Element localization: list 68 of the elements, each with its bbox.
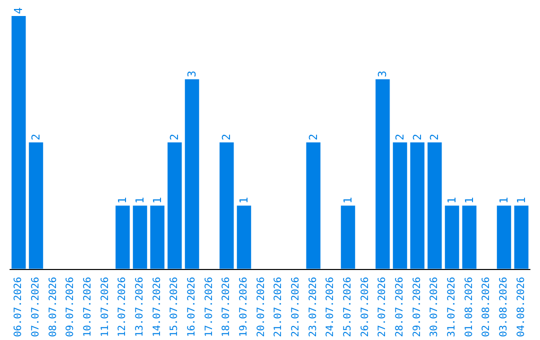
x-tick-label: 01.08.2026 [464, 276, 475, 338]
bar [236, 206, 252, 269]
x-tick-label: 09.07.2026 [65, 276, 76, 338]
x-tick-label: 02.08.2026 [481, 276, 492, 338]
x-tick-label: 04.08.2026 [516, 276, 527, 338]
bar [392, 142, 408, 269]
x-tick-label: 03.08.2026 [498, 276, 510, 338]
bar [462, 206, 476, 269]
bar [340, 206, 356, 269]
x-tick-label: 15.07.2026 [169, 276, 180, 338]
data-label: 1 [462, 196, 476, 204]
bar [132, 206, 148, 269]
data-label: 2 [168, 134, 182, 140]
bar [444, 206, 460, 269]
bar [428, 142, 442, 269]
bar [184, 79, 200, 269]
data-label: 1 [514, 196, 528, 204]
x-tick-label: 13.07.2026 [134, 276, 146, 338]
x-tick-label: 29.07.2026 [412, 276, 423, 338]
x-tick-label: 31.07.2026 [446, 276, 458, 338]
data-label: 1 [238, 196, 250, 204]
bar [168, 142, 182, 269]
bar [28, 142, 44, 269]
x-tick-label: 10.07.2026 [82, 276, 94, 338]
data-label: 1 [342, 196, 354, 204]
data-label: 2 [410, 134, 424, 140]
x-tick-label: 16.07.2026 [186, 276, 198, 338]
data-label: 4 [12, 7, 26, 14]
data-label: 1 [498, 196, 510, 204]
bar [306, 142, 320, 269]
x-tick-label: 19.07.2026 [238, 276, 250, 338]
x-tick-label: 18.07.2026 [221, 276, 232, 338]
data-label: 2 [428, 134, 442, 140]
bar [410, 142, 424, 269]
x-tick-label: 06.07.2026 [13, 276, 24, 338]
x-tick-label: 28.07.2026 [394, 276, 406, 338]
data-label: 1 [150, 196, 164, 204]
x-tick-label: 11.07.2026 [100, 276, 111, 338]
x-tick-label: 12.07.2026 [117, 276, 128, 338]
data-label: 2 [30, 134, 42, 140]
x-tick-label: 08.07.2026 [48, 276, 59, 338]
x-tick-label: 22.07.2026 [290, 276, 302, 338]
bar [116, 206, 130, 269]
x-tick-label: 17.07.2026 [204, 276, 215, 338]
data-label: 3 [186, 70, 198, 78]
bar [514, 206, 528, 269]
x-tick-label: 25.07.2026 [342, 276, 354, 338]
data-label: 3 [376, 70, 390, 78]
bar [220, 142, 234, 269]
x-tick-label: 14.07.2026 [152, 276, 163, 338]
x-tick-label: 07.07.2026 [30, 276, 42, 338]
data-label: 2 [220, 134, 234, 140]
x-tick-label: 30.07.2026 [429, 276, 440, 338]
bar [496, 206, 512, 269]
x-tick-label: 20.07.2026 [256, 276, 267, 338]
x-tick-label: 27.07.2026 [377, 276, 388, 338]
bar [12, 16, 26, 269]
data-label: 1 [446, 196, 458, 204]
data-label: 2 [394, 134, 406, 140]
data-label: 2 [306, 134, 320, 140]
bar [376, 79, 390, 269]
bar [150, 206, 164, 269]
x-tick-label: 26.07.2026 [360, 276, 371, 338]
x-tick-label: 21.07.2026 [273, 276, 284, 338]
x-tick-label: 24.07.2026 [325, 276, 336, 338]
data-label: 1 [116, 196, 130, 204]
data-label: 1 [134, 196, 146, 204]
x-tick-label: 23.07.2026 [308, 276, 319, 338]
